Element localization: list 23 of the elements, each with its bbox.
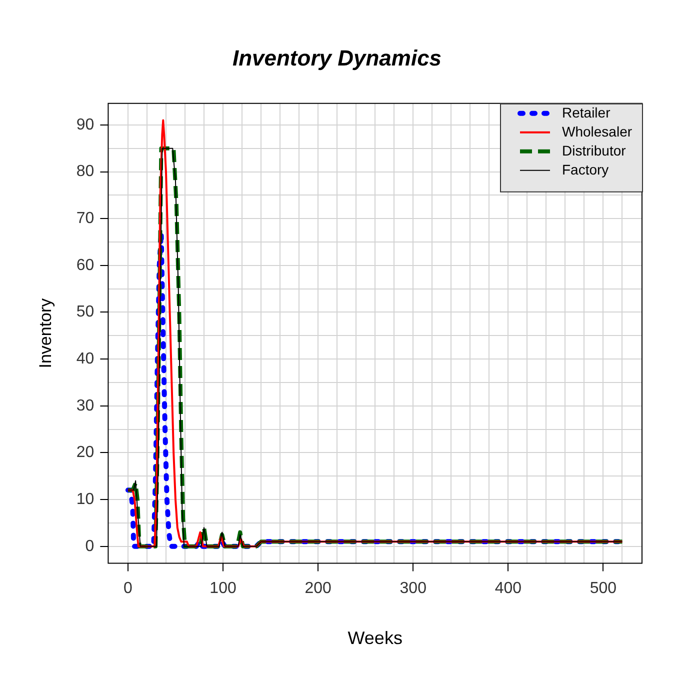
x-tick-label: 200 (304, 580, 332, 598)
chart-title: Inventory Dynamics (232, 45, 442, 70)
x-tick-label: 400 (494, 580, 522, 598)
y-tick-label: 90 (76, 116, 94, 134)
y-tick-label: 20 (76, 444, 94, 462)
y-tick-label: 80 (76, 163, 94, 180)
legend-label: Wholesaler (562, 123, 632, 140)
y-tick-label: 0 (85, 538, 94, 555)
x-tick-label: 0 (124, 580, 133, 598)
y-tick-label: 40 (76, 350, 94, 368)
legend-label: Distributor (562, 142, 626, 158)
x-tick-label: 300 (400, 580, 427, 598)
y-tick-label: 30 (76, 397, 94, 414)
y-tick-label: 70 (76, 210, 94, 227)
x-axis-title: Weeks (348, 628, 402, 648)
y-tick-label: 60 (76, 256, 94, 274)
legend-label: Factory (562, 161, 609, 178)
legend-label: Retailer (562, 104, 611, 120)
y-tick-label: 10 (76, 490, 94, 508)
y-axis-title: Inventory (36, 298, 55, 368)
y-tick-label: 50 (76, 304, 94, 321)
x-tick-label: 500 (590, 580, 617, 598)
x-tick-label: 100 (210, 580, 236, 598)
